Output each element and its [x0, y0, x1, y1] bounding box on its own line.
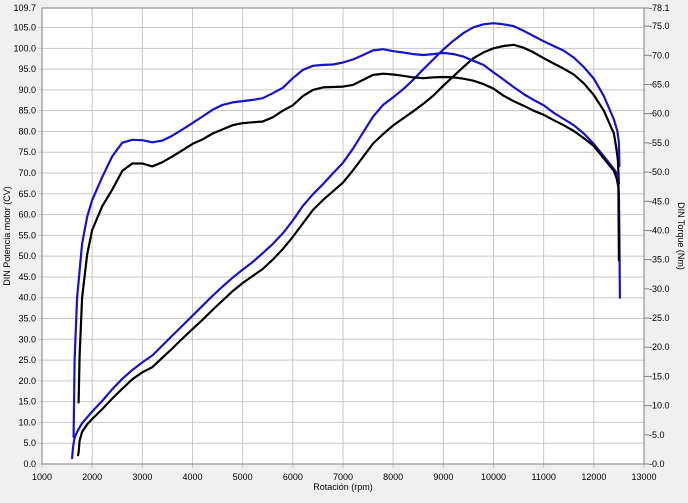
y2-axis-title: DIN Torque (Nm) — [676, 202, 686, 270]
y2-tick-label: -60.0 — [649, 109, 670, 119]
y-tick-label: 0.0 — [23, 459, 36, 469]
y2-tick-label: -35.0 — [649, 255, 670, 265]
series — [70, 22, 622, 460]
x-tick-label: 10000 — [481, 472, 506, 482]
x-tick-label: 5000 — [233, 472, 253, 482]
y-tick-label: 65.0 — [18, 189, 36, 199]
y2-tick-label: -55.0 — [649, 138, 670, 148]
y-tick-label: 109.7 — [13, 3, 36, 13]
y-tick-label: 20.0 — [18, 376, 36, 386]
x-tick-label: 2000 — [82, 472, 102, 482]
y2-tick-label: -40.0 — [649, 225, 670, 235]
y-tick-label: 35.0 — [18, 314, 36, 324]
y2-tick-label: -10.0 — [649, 401, 670, 411]
y-tick-label: 95.0 — [18, 64, 36, 74]
y-tick-label: 105.0 — [13, 23, 36, 33]
x-tick-label: 7000 — [333, 472, 353, 482]
y-tick-label: 50.0 — [18, 251, 36, 261]
y-tick-label: 80.0 — [18, 126, 36, 136]
series-line-2 — [76, 43, 621, 457]
y2-tick-label: -30.0 — [649, 284, 670, 294]
y2-tick-label: -5.0 — [649, 430, 665, 440]
x-tick-label: 4000 — [182, 472, 202, 482]
y2-tick-label: -25.0 — [649, 313, 670, 323]
y-tick-label: 10.0 — [18, 417, 36, 427]
x-axis-title: Rotación (rpm) — [313, 482, 373, 492]
y2-tick-label: -15.0 — [649, 371, 670, 381]
y2-tick-label: -45.0 — [649, 196, 670, 206]
y-tick-label: 55.0 — [18, 230, 36, 240]
y-tick-label: 15.0 — [18, 397, 36, 407]
series-line-3 — [72, 48, 622, 439]
y-tick-label: 100.0 — [13, 43, 36, 53]
x-tick-label: 3000 — [132, 472, 152, 482]
y-tick-label: 5.0 — [23, 438, 36, 448]
y-tick-label: 25.0 — [18, 355, 36, 365]
y2-tick-label: -0.0 — [649, 459, 665, 469]
x-tick-label: 1000 — [32, 472, 52, 482]
x-tick-label: 12000 — [581, 472, 606, 482]
y-tick-label: 90.0 — [18, 85, 36, 95]
tick-labels: 1000 2000 3000 4000 5000 6000 7000 8000 9000 1000… — [13, 3, 669, 482]
y-tick-label: 40.0 — [18, 293, 36, 303]
y2-tick-label: -20.0 — [649, 342, 670, 352]
x-tick-label: 8000 — [383, 472, 403, 482]
y2-tick-label: -78.1 — [649, 3, 670, 13]
plot-border — [41, 7, 645, 465]
series-line-4 — [77, 72, 621, 404]
y2-tick-label: -50.0 — [649, 167, 670, 177]
x-tick-label: 13000 — [631, 472, 656, 482]
y-tick-label: 85.0 — [18, 106, 36, 116]
x-tick-label: 11000 — [531, 472, 555, 482]
y-tick-label: 30.0 — [18, 334, 36, 344]
y2-tick-label: -75.0 — [649, 21, 670, 31]
y-tick-label: 45.0 — [18, 272, 36, 282]
y2-tick-label: -70.0 — [649, 50, 670, 60]
x-tick-label: 9000 — [433, 472, 453, 482]
series-line-1 — [70, 22, 621, 460]
y-tick-label: 75.0 — [18, 147, 36, 157]
x-tick-label: 6000 — [283, 472, 303, 482]
y-tick-label: 70.0 — [18, 168, 36, 178]
y-tick-label: 60.0 — [18, 210, 36, 220]
y-axis-title: DIN Potencia motor (CV) — [2, 186, 12, 286]
y2-tick-label: -65.0 — [649, 79, 670, 89]
